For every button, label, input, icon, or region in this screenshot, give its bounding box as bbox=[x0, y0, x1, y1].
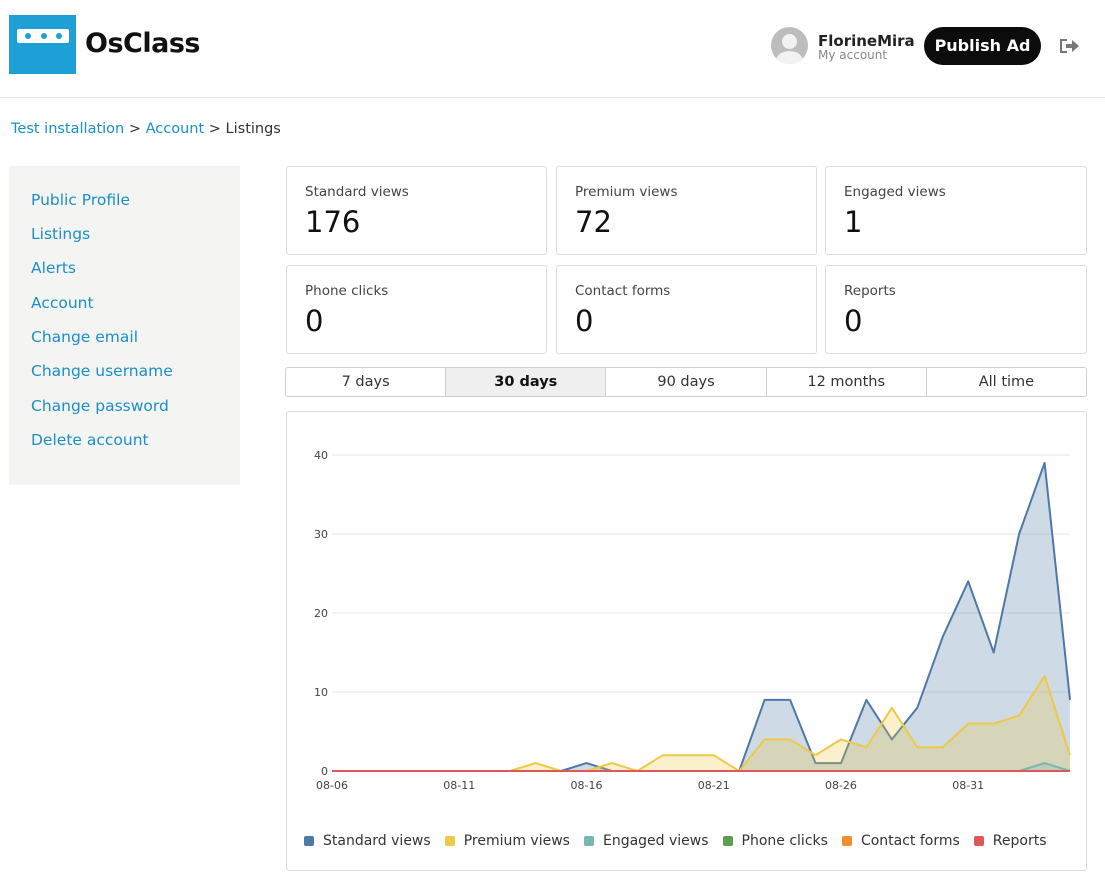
stat-value: 1 bbox=[844, 205, 863, 239]
tab-30-days[interactable]: 30 days bbox=[446, 368, 607, 396]
sidebar-item-alerts[interactable]: Alerts bbox=[31, 259, 76, 277]
x-tick-label: 08-31 bbox=[952, 779, 984, 792]
legend-item-reports[interactable]: Reports bbox=[973, 833, 1047, 849]
stat-card-standard-views: Standard views 176 bbox=[286, 166, 547, 255]
stat-value: 176 bbox=[305, 205, 361, 239]
tab-all-time[interactable]: All time bbox=[978, 374, 1035, 390]
sidebar-item-public-profile[interactable]: Public Profile bbox=[31, 191, 130, 209]
tab-12-months[interactable]: 12 months bbox=[767, 368, 927, 396]
tab-90-days[interactable]: 90 days bbox=[606, 368, 767, 396]
legend-swatch bbox=[841, 836, 852, 846]
stat-card-reports: Reports 0 bbox=[825, 265, 1087, 354]
stat-value: 0 bbox=[575, 304, 594, 338]
legend-item-engaged-views[interactable]: Engaged views bbox=[583, 833, 709, 849]
x-tick-label: 08-11 bbox=[443, 779, 475, 792]
stat-card-engaged-views: Engaged views 1 bbox=[825, 166, 1087, 255]
stat-value: 0 bbox=[305, 304, 324, 338]
logout-icon[interactable] bbox=[1058, 36, 1080, 56]
breadcrumb-separator: > bbox=[208, 121, 221, 137]
series-area-premium-views bbox=[332, 676, 1070, 771]
y-tick-label: 0 bbox=[321, 765, 328, 778]
stat-card-premium-views: Premium views 72 bbox=[556, 166, 817, 255]
avatar[interactable] bbox=[771, 27, 808, 64]
legend-label: Reports bbox=[992, 833, 1047, 849]
series-area-standard-views bbox=[332, 462, 1070, 771]
legend-item-phone-clicks[interactable]: Phone clicks bbox=[722, 833, 828, 849]
y-tick-label: 30 bbox=[314, 528, 328, 541]
legend-label: Contact forms bbox=[860, 833, 960, 849]
account-sidebar: Public Profile Listings Alerts Account C… bbox=[9, 166, 240, 485]
sidebar-item-change-username[interactable]: Change username bbox=[31, 362, 173, 380]
legend-label: Phone clicks bbox=[741, 833, 828, 849]
breadcrumb-account-link[interactable]: Account bbox=[145, 121, 205, 137]
legend-swatch bbox=[583, 836, 594, 846]
my-account-link[interactable]: My account bbox=[818, 48, 888, 62]
osclass-logo-icon[interactable] bbox=[9, 15, 76, 74]
legend-item-contact-forms[interactable]: Contact forms bbox=[841, 833, 960, 849]
date-range-tabs: 7 days 30 days 90 days 12 months All tim… bbox=[285, 367, 1087, 397]
brand-name[interactable]: OsClass bbox=[85, 28, 200, 59]
legend-swatch bbox=[973, 836, 984, 846]
stat-label: Engaged views bbox=[844, 184, 946, 200]
stat-value: 0 bbox=[844, 304, 863, 338]
x-tick-label: 08-06 bbox=[316, 779, 348, 792]
breadcrumb: Test installation > Account > Listings bbox=[11, 121, 281, 137]
legend-label: Engaged views bbox=[602, 833, 709, 849]
stat-label: Contact forms bbox=[575, 283, 671, 299]
views-chart-panel: 0 10 20 30 40 08-06 08-11 08-16 08-21 08-26 08-31 … bbox=[286, 411, 1087, 871]
sidebar-item-delete-account[interactable]: Delete account bbox=[31, 431, 149, 449]
legend-label: Standard views bbox=[323, 833, 431, 849]
views-chart: 0 10 20 30 40 08-06 08-11 08-16 08-21 08-26 08-31 bbox=[314, 449, 1071, 792]
legend-swatch bbox=[444, 836, 455, 846]
legend-label: Premium views bbox=[463, 833, 570, 849]
stat-label: Standard views bbox=[305, 184, 409, 200]
x-tick-label: 08-21 bbox=[698, 779, 730, 792]
x-tick-label: 08-16 bbox=[570, 779, 602, 792]
y-tick-label: 40 bbox=[314, 449, 328, 462]
stat-label: Premium views bbox=[575, 184, 678, 200]
publish-ad-button[interactable]: Publish Ad bbox=[924, 27, 1041, 65]
user-name[interactable]: FlorineMira bbox=[818, 32, 915, 50]
legend-swatch bbox=[304, 836, 314, 846]
legend-item-standard-views[interactable]: Standard views bbox=[304, 833, 431, 849]
x-tick-label: 08-26 bbox=[825, 779, 857, 792]
sidebar-item-change-password[interactable]: Change password bbox=[31, 397, 169, 415]
breadcrumb-current: Listings bbox=[225, 121, 281, 137]
y-tick-label: 20 bbox=[314, 607, 328, 620]
stat-card-phone-clicks: Phone clicks 0 bbox=[286, 265, 547, 354]
chart-legend: Standard views Premium views Engaged views… bbox=[304, 833, 1061, 849]
tab-7-days[interactable]: 7 days bbox=[286, 368, 447, 396]
stat-label: Phone clicks bbox=[305, 283, 389, 299]
y-tick-label: 10 bbox=[314, 686, 328, 699]
stat-value: 72 bbox=[575, 205, 612, 239]
legend-swatch bbox=[722, 836, 733, 846]
site-header: OsClass FlorineMira My account Publish A… bbox=[0, 0, 1105, 98]
stat-label: Reports bbox=[844, 283, 896, 299]
sidebar-item-account[interactable]: Account bbox=[31, 294, 94, 312]
sidebar-item-change-email[interactable]: Change email bbox=[31, 328, 139, 346]
sidebar-item-listings[interactable]: Listings bbox=[31, 225, 91, 243]
legend-item-premium-views[interactable]: Premium views bbox=[444, 833, 570, 849]
stat-card-contact-forms: Contact forms 0 bbox=[556, 265, 817, 354]
breadcrumb-separator: > bbox=[128, 121, 141, 137]
breadcrumb-home-link[interactable]: Test installation bbox=[11, 121, 125, 137]
